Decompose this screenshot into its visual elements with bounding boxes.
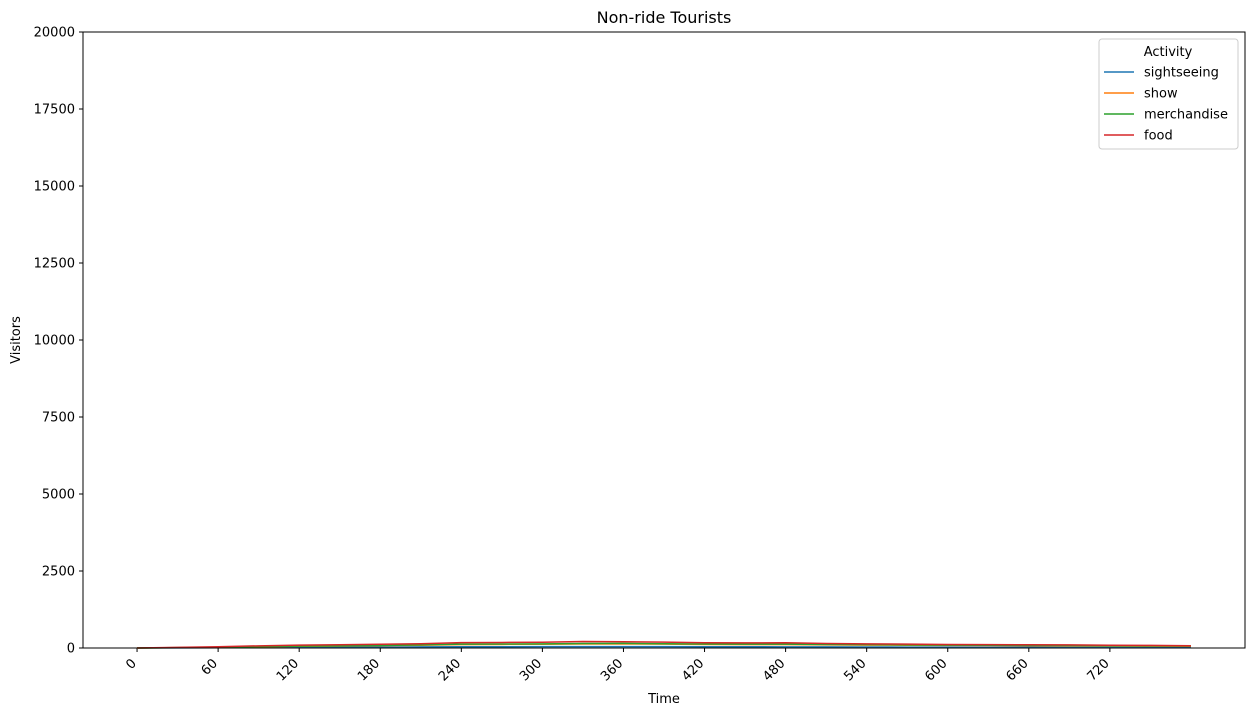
legend-label-sightseeing: sightseeing bbox=[1144, 66, 1219, 81]
x-tick-label: 660 bbox=[1003, 656, 1031, 684]
x-axis-label: Time bbox=[647, 692, 680, 707]
y-tick-label: 0 bbox=[67, 642, 75, 657]
plot-area bbox=[83, 32, 1245, 648]
series-line-food bbox=[137, 640, 1191, 649]
x-tick-label: 300 bbox=[517, 656, 545, 684]
series-lines bbox=[137, 640, 1191, 649]
x-tick-label: 360 bbox=[598, 656, 626, 684]
legend-frame bbox=[1098, 38, 1239, 150]
y-tick-label: 7500 bbox=[42, 411, 75, 426]
chart-title: Non-ride Tourists bbox=[597, 8, 732, 27]
y-tick-label: 10000 bbox=[34, 334, 75, 349]
x-tick-label: 180 bbox=[355, 656, 383, 684]
x-tick-label: 0 bbox=[123, 656, 139, 672]
x-tick-label: 480 bbox=[760, 656, 788, 684]
y-tick-label: 5000 bbox=[42, 488, 75, 503]
legend-title: Activity bbox=[1144, 45, 1193, 60]
x-tick-label: 120 bbox=[274, 656, 302, 684]
x-tick-label: 600 bbox=[922, 656, 950, 684]
x-tick-label: 420 bbox=[679, 656, 707, 684]
y-tick-label: 2500 bbox=[42, 565, 75, 580]
legend: Activity sightseeing show merchandise food bbox=[1098, 38, 1239, 150]
plot-frame bbox=[82, 31, 1246, 649]
y-axis-label: Visitors bbox=[9, 316, 24, 364]
x-tick-label: 60 bbox=[199, 656, 221, 678]
x-tick-label: 540 bbox=[841, 656, 869, 684]
y-tick-label: 15000 bbox=[34, 180, 75, 195]
y-tick-label: 12500 bbox=[34, 257, 75, 272]
x-tick-label: 240 bbox=[436, 656, 464, 684]
y-axis: 0 2500 5000 7500 10000 12500 15000 17500 20000 bbox=[34, 26, 83, 657]
x-axis: 0 60 120 180 240 300 360 420 480 540 600 660 720 bbox=[123, 648, 1113, 684]
y-tick-label: 20000 bbox=[34, 26, 75, 41]
legend-label-food: food bbox=[1144, 129, 1173, 144]
series-line-sightseeing bbox=[137, 645, 1191, 649]
x-tick-label: 720 bbox=[1085, 656, 1113, 684]
y-tick-label: 17500 bbox=[34, 103, 75, 118]
legend-label-merchandise: merchandise bbox=[1144, 108, 1228, 123]
legend-label-show: show bbox=[1144, 87, 1178, 102]
